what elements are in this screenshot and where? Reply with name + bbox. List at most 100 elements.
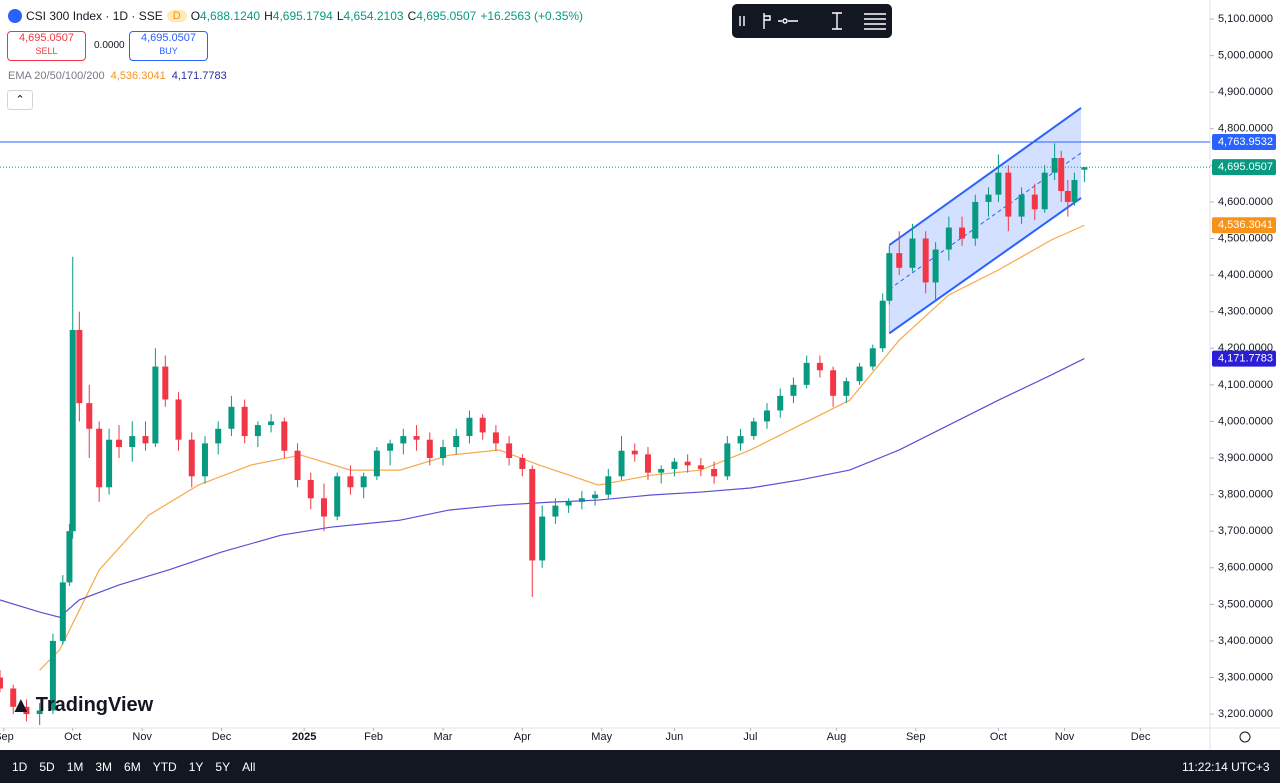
candle-body	[763, 410, 770, 422]
x-tick-label: May	[591, 731, 612, 743]
candle-body	[334, 476, 341, 517]
candle-body	[972, 201, 979, 239]
candle-body	[506, 443, 513, 459]
clock: 11:22:14 UTC+3	[1182, 760, 1270, 774]
sell-price: 4,695.0507	[18, 32, 75, 44]
indicator-name: EMA 20/50/100/200	[8, 70, 105, 82]
buy-button[interactable]: 4,695.0507 BUY	[129, 31, 208, 61]
sell-button[interactable]: 4,695.0507 SELL	[7, 31, 86, 61]
range-buttons: 1D 5D 1M 3M 6M YTD 1Y 5Y All	[12, 760, 255, 774]
settings-icon[interactable]	[1239, 731, 1251, 743]
x-tick-label: Sep	[0, 731, 14, 743]
candle-body	[671, 461, 678, 469]
candle-body	[413, 436, 420, 440]
range-button[interactable]: 1D	[12, 760, 28, 774]
candle-body	[995, 172, 1002, 195]
candle-body	[175, 399, 182, 440]
y-tick-label: 3,600.0000	[1218, 562, 1273, 574]
indicator-value: 4,171.7783	[171, 70, 227, 82]
candle-body	[492, 432, 499, 444]
candle-body	[440, 447, 447, 459]
candle-body	[1031, 194, 1038, 210]
candle-body	[658, 468, 665, 473]
ohlc-item: O4,688.1240	[191, 9, 260, 23]
candle-body	[268, 421, 275, 426]
y-tick-label: 4,400.0000	[1218, 269, 1273, 281]
candle-body	[922, 238, 929, 283]
x-tick-label: Dec	[212, 731, 232, 743]
candle-body	[294, 450, 301, 480]
range-button[interactable]: 1M	[66, 760, 84, 774]
candle-body	[228, 406, 235, 429]
ema-line	[39, 224, 1085, 671]
ohlc-key: L	[336, 9, 344, 23]
y-tick-label: 4,600.0000	[1218, 196, 1273, 208]
range-button[interactable]: 6M	[124, 760, 141, 774]
candle-body	[142, 436, 149, 444]
candle-body	[816, 362, 823, 371]
candle-body	[152, 366, 159, 444]
y-tick-label: 4,900.0000	[1218, 86, 1273, 98]
candle-body	[552, 505, 559, 517]
range-button[interactable]: All	[242, 760, 256, 774]
candle-body	[10, 688, 17, 707]
channel-lower	[888, 197, 1082, 335]
candle-body	[879, 300, 886, 349]
candle-body	[605, 476, 612, 495]
ohlc-value: 4,654.2103	[343, 9, 404, 23]
candle-body	[644, 454, 651, 473]
range-button[interactable]: 3M	[95, 760, 113, 774]
channel-upper	[888, 107, 1082, 246]
x-tick-label: Oct	[990, 731, 1007, 743]
candle-body	[697, 465, 704, 469]
candle-body	[162, 366, 169, 400]
buy-label: BUY	[159, 46, 178, 56]
candle-body	[1064, 190, 1071, 202]
x-tick-label: Dec	[1131, 731, 1151, 743]
candle-body	[684, 461, 691, 466]
candle-body	[69, 329, 76, 532]
price-tag-label: 4,171.7783	[1218, 352, 1273, 364]
candle-body	[188, 439, 195, 477]
y-tick-label: 5,100.0000	[1218, 13, 1273, 25]
indicator-legend: EMA 20/50/100/200 4,536.3041 4,171.7783	[8, 70, 227, 82]
price-tag-label: 4,536.3041	[1218, 219, 1273, 231]
range-button[interactable]: 5Y	[215, 760, 231, 774]
candle-body	[387, 443, 394, 451]
candle-body	[466, 417, 473, 437]
candle-body	[426, 439, 433, 459]
y-tick-label: 3,900.0000	[1218, 452, 1273, 464]
candle-body	[215, 428, 222, 444]
drawing-toolbar[interactable]	[732, 4, 892, 38]
y-tick-label: 4,500.0000	[1218, 232, 1273, 244]
x-tick-label: Apr	[514, 731, 531, 743]
logo-text: TradingView	[35, 693, 154, 716]
candle-body	[373, 450, 380, 477]
candle-body	[0, 677, 3, 689]
range-button[interactable]: 1Y	[188, 760, 204, 774]
collapse-button[interactable]: ⌃	[7, 90, 33, 110]
candle-body	[790, 384, 797, 396]
sell-label: SELL	[35, 46, 58, 56]
candle-body	[59, 582, 66, 641]
channel-mid	[889, 152, 1082, 290]
logo-mark: ▲	[10, 692, 32, 717]
range-button[interactable]: 5D	[39, 760, 55, 774]
candle-body	[724, 443, 731, 477]
candle-body	[66, 531, 73, 583]
candle-body	[1018, 194, 1025, 217]
candle-body	[96, 428, 103, 488]
y-tick-label: 3,800.0000	[1218, 489, 1273, 501]
candle-body	[985, 194, 992, 202]
price-tag	[1212, 217, 1276, 234]
candle-body	[281, 421, 288, 451]
x-tick-label: Mar	[434, 731, 453, 743]
range-button[interactable]: YTD	[152, 760, 177, 774]
candle-body	[578, 498, 585, 502]
indicator-value: 4,536.3041	[110, 70, 166, 82]
ohlc-value: 4,688.1240	[200, 9, 261, 23]
candle-body	[750, 421, 757, 437]
candle-body	[1051, 158, 1058, 173]
ohlc-key: C	[407, 9, 417, 23]
symbol-title[interactable]: CSI 300 Index · 1D · SSE	[26, 9, 163, 23]
